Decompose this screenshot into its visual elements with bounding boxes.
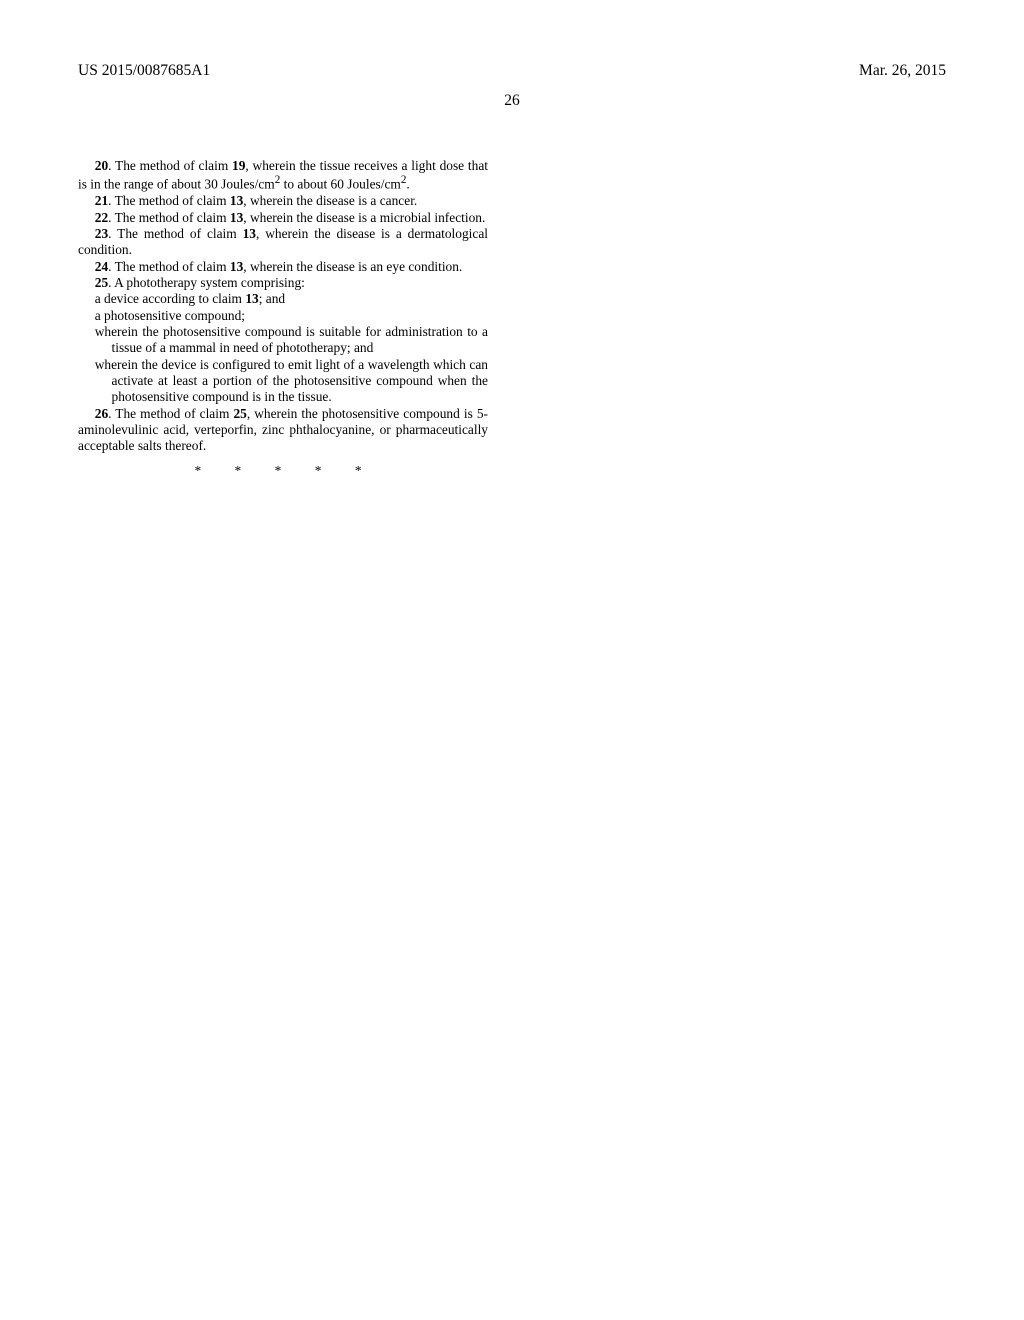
claim-text: , wherein the disease is a microbial inf…	[243, 210, 485, 225]
claim-ref: 13	[245, 291, 258, 306]
claim-25-line3: a photosensitive compound;	[78, 308, 488, 324]
claim-text: . A phototherapy system comprising:	[108, 275, 305, 290]
claim-25-line4: wherein the photosensitive compound is s…	[78, 324, 488, 357]
claim-number: 21	[95, 193, 108, 208]
claim-text: . The method of claim	[108, 226, 242, 241]
claim-25-line5: wherein the device is configured to emit…	[78, 357, 488, 406]
claim-text: . The method of claim	[108, 210, 230, 225]
claim-26: 26. The method of claim 25, wherein the …	[78, 406, 488, 455]
claim-number: 24	[95, 259, 108, 274]
claim-text: a device according to claim	[95, 291, 246, 306]
claim-25-preamble: 25. A phototherapy system comprising:	[78, 275, 488, 291]
claim-text: .	[406, 177, 409, 192]
end-stars: * * * * *	[78, 463, 488, 479]
page-header: US 2015/0087685A1 Mar. 26, 2015	[78, 62, 946, 80]
claim-number: 20	[95, 158, 108, 173]
claim-22: 22. The method of claim 13, wherein the …	[78, 210, 488, 226]
claim-25-line2: a device according to claim 13; and	[78, 291, 488, 307]
claim-ref: 13	[230, 210, 243, 225]
publication-date: Mar. 26, 2015	[859, 62, 946, 80]
claims-column: 20. The method of claim 19, wherein the …	[78, 158, 488, 479]
claim-21: 21. The method of claim 13, wherein the …	[78, 193, 488, 209]
claim-number: 25	[95, 275, 108, 290]
claim-text: . The method of claim	[108, 406, 233, 421]
claim-20: 20. The method of claim 19, wherein the …	[78, 158, 488, 193]
claim-ref: 25	[233, 406, 246, 421]
claim-ref: 13	[230, 193, 243, 208]
claim-number: 23	[95, 226, 108, 241]
claim-number: 26	[95, 406, 108, 421]
claim-text: wherein the device is configured to emit…	[95, 357, 488, 405]
claim-24: 24. The method of claim 13, wherein the …	[78, 259, 488, 275]
claim-text: wherein the photosensitive compound is s…	[95, 324, 488, 355]
claim-text: ; and	[259, 291, 285, 306]
claim-text: , wherein the disease is an eye conditio…	[243, 259, 462, 274]
claim-text: . The method of claim	[108, 193, 230, 208]
claim-ref: 19	[232, 158, 245, 173]
claim-ref: 13	[243, 226, 256, 241]
page-number: 26	[78, 92, 946, 110]
claim-text: , wherein the disease is a cancer.	[243, 193, 417, 208]
claim-text: . The method of claim	[108, 259, 230, 274]
claim-number: 22	[95, 210, 108, 225]
claim-ref: 13	[230, 259, 243, 274]
claim-text: a photosensitive compound;	[95, 308, 245, 323]
claim-text: to about 60 Joules/cm	[280, 177, 401, 192]
claim-23: 23. The method of claim 13, wherein the …	[78, 226, 488, 259]
publication-number: US 2015/0087685A1	[78, 62, 210, 80]
claim-text: . The method of claim	[108, 158, 232, 173]
